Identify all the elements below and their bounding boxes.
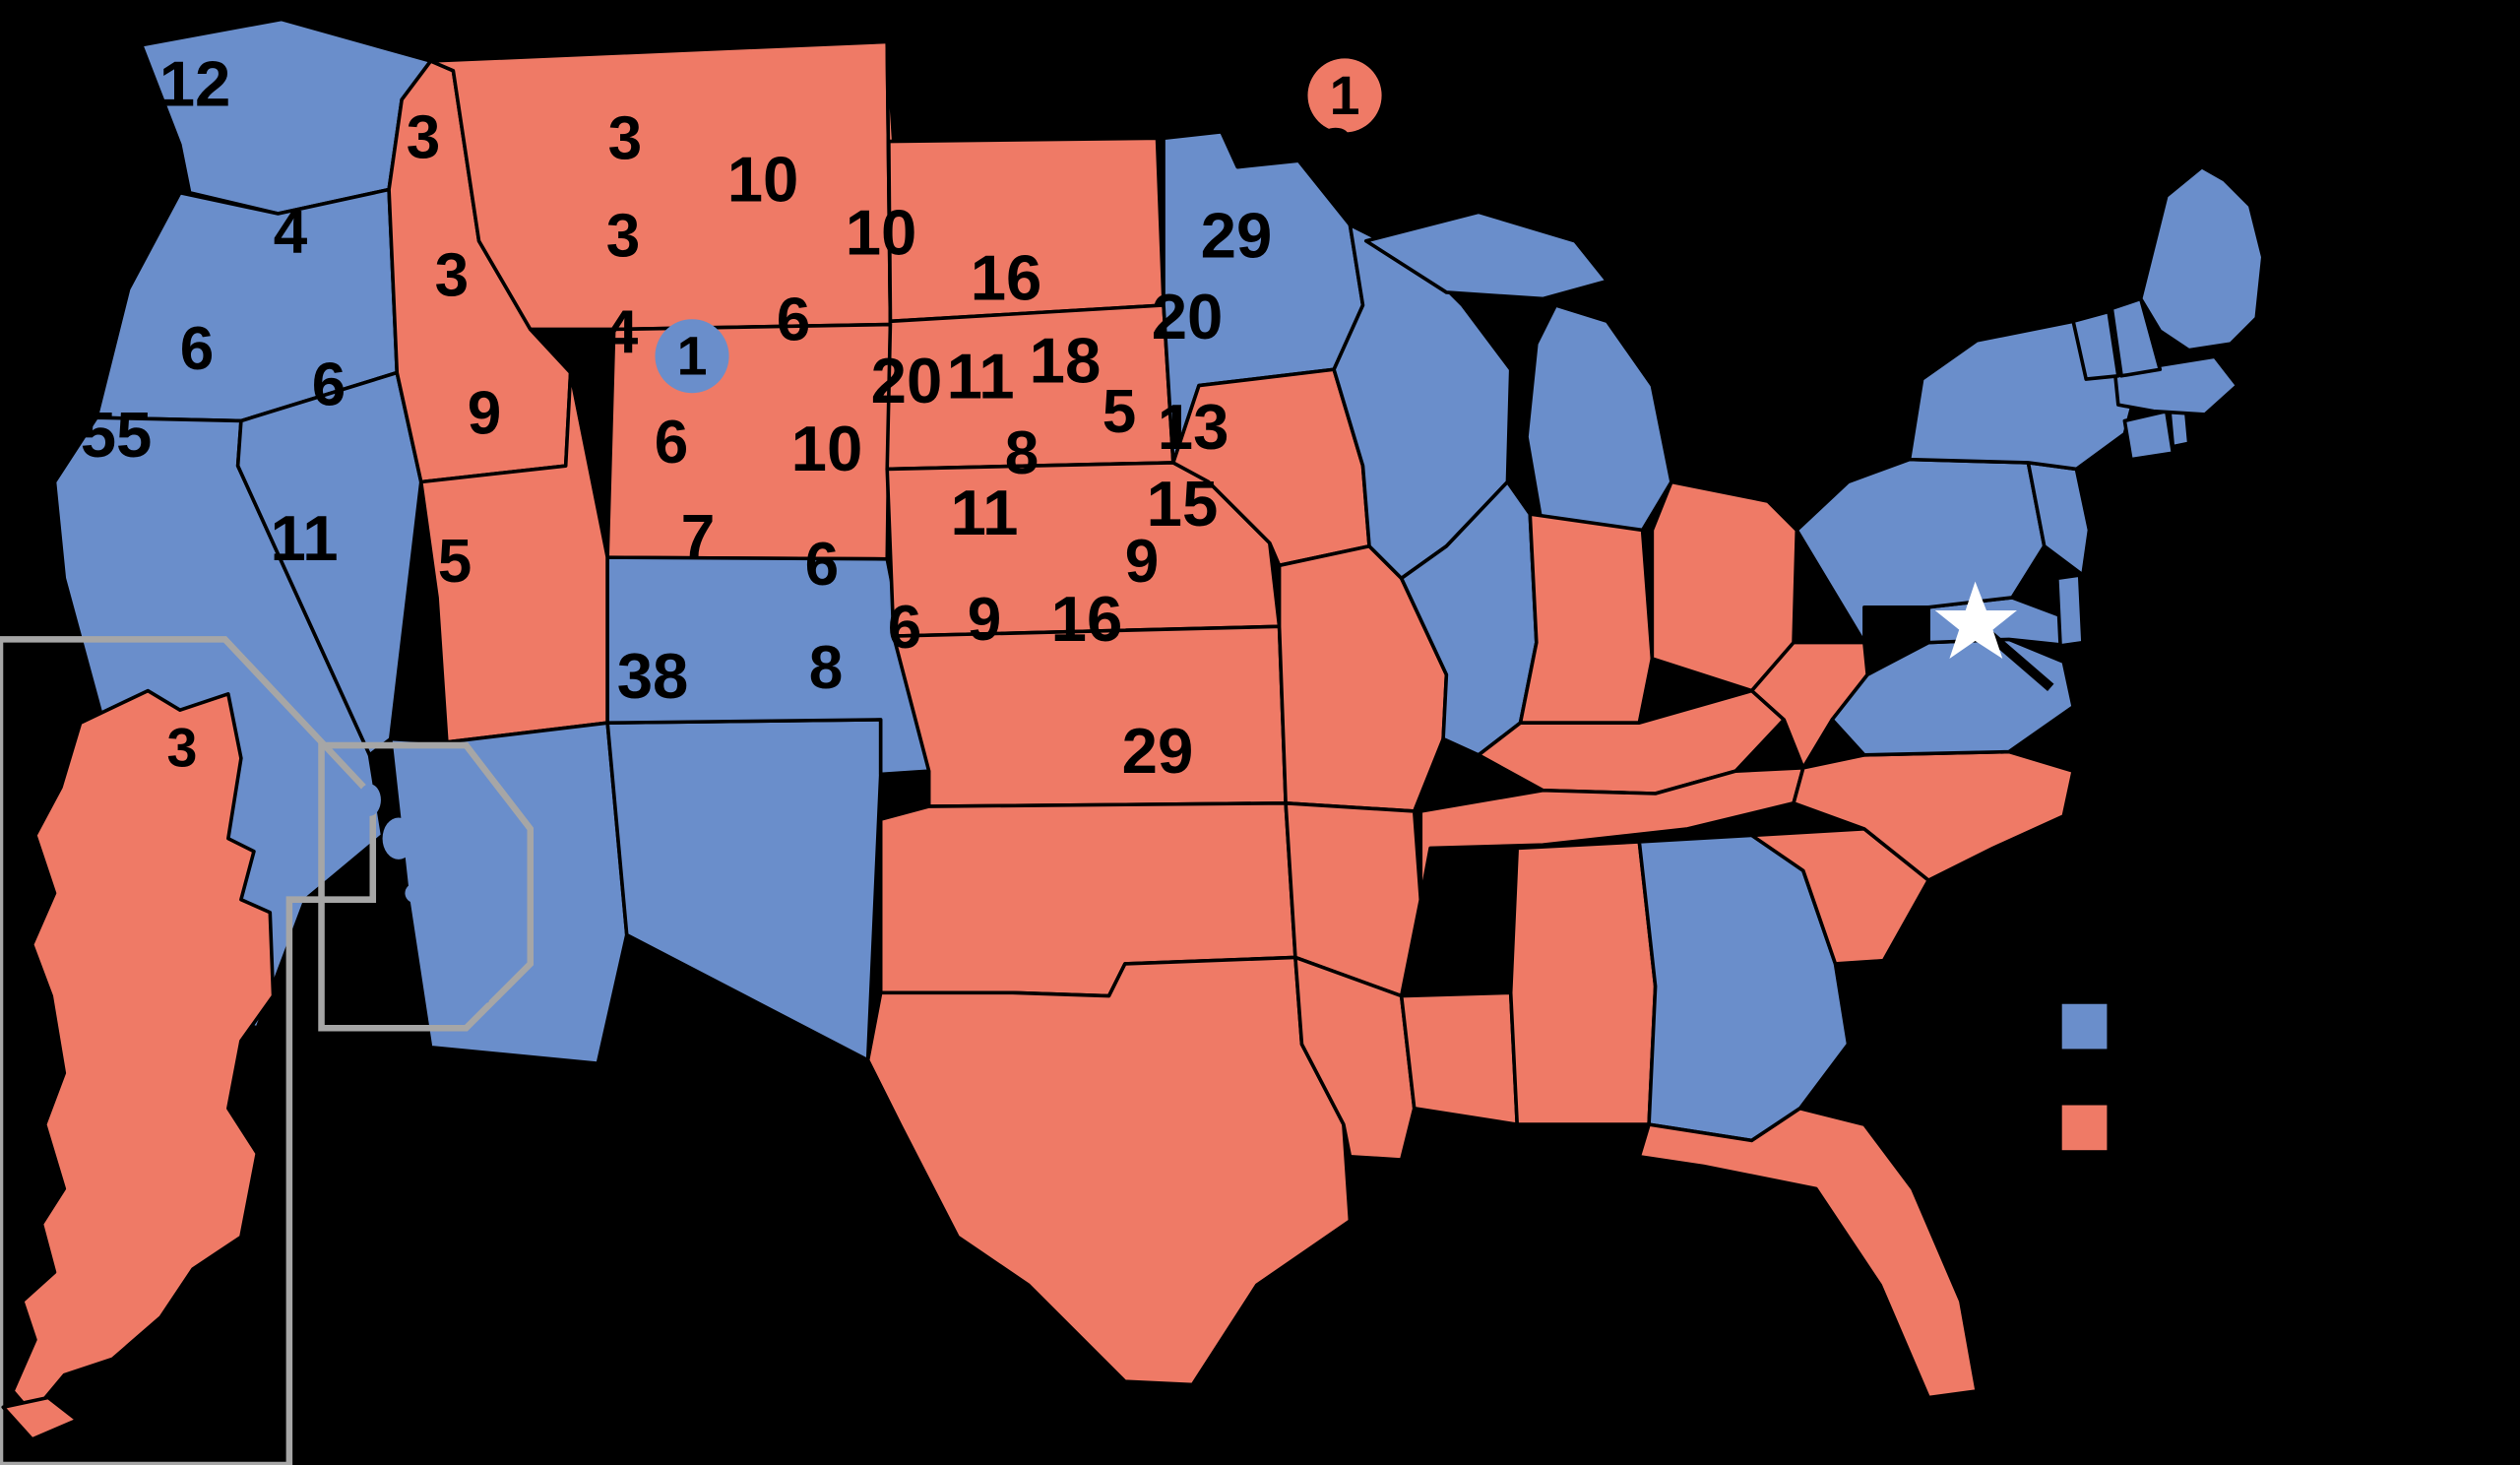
state-votes-UT: 6 bbox=[312, 350, 346, 418]
state-votes-NC: 15 bbox=[1147, 468, 1219, 540]
maine-second-district[interactable] bbox=[1307, 58, 1382, 133]
state-votes-AZ: 11 bbox=[271, 502, 339, 574]
state-NC[interactable] bbox=[1792, 749, 2075, 882]
state-votes-ID: 4 bbox=[274, 198, 308, 266]
state-votes-TX: 38 bbox=[617, 640, 689, 712]
state-votes-NV: 6 bbox=[180, 315, 215, 383]
state-AL[interactable] bbox=[1508, 840, 1658, 1126]
state-votes-KS: 6 bbox=[655, 409, 689, 477]
state-votes-MN: 10 bbox=[727, 143, 799, 215]
state-votes-LA: 8 bbox=[809, 634, 844, 702]
maine-second-district-votes: 1 bbox=[1330, 65, 1360, 126]
nebraska-second-district-votes: 1 bbox=[677, 326, 708, 387]
state-ME[interactable] bbox=[2138, 164, 2265, 352]
state-IN[interactable] bbox=[1518, 512, 1655, 726]
state-votes-CA: 55 bbox=[81, 399, 153, 471]
republican-swatch[interactable] bbox=[2061, 1105, 2108, 1151]
state-votes-IA: 6 bbox=[777, 286, 811, 353]
state-votes-MI: 16 bbox=[971, 241, 1042, 313]
state-NM[interactable] bbox=[605, 718, 883, 1062]
state-votes-IL: 20 bbox=[871, 345, 943, 416]
state-votes-WI: 10 bbox=[846, 196, 917, 268]
state-PA[interactable] bbox=[1795, 457, 2047, 645]
alaska-aleutian-chain bbox=[1, 1395, 80, 1441]
state-votes-VA: 13 bbox=[1158, 391, 1229, 463]
legend bbox=[2061, 1003, 2108, 1151]
democrat-swatch[interactable] bbox=[2061, 1003, 2108, 1050]
state-votes-WY: 3 bbox=[435, 241, 470, 309]
nebraska-second-district[interactable] bbox=[655, 319, 729, 394]
state-votes-CO: 9 bbox=[468, 379, 502, 447]
state-AK[interactable] bbox=[11, 688, 276, 1416]
state-votes-IN: 11 bbox=[947, 340, 1015, 412]
state-votes-SC: 9 bbox=[1125, 528, 1160, 596]
state-votes-WV: 5 bbox=[1102, 378, 1137, 446]
state-votes-AL: 9 bbox=[968, 586, 1002, 654]
state-votes-OH: 18 bbox=[1030, 324, 1102, 396]
state-votes-TN: 11 bbox=[950, 477, 1018, 548]
state-MI-upper bbox=[1363, 210, 1609, 301]
state-votes-AK: 3 bbox=[167, 718, 198, 779]
state-NH[interactable] bbox=[2110, 296, 2163, 378]
state-votes-OK: 7 bbox=[681, 503, 716, 571]
states-layer bbox=[52, 17, 2265, 1400]
alaska-inset-border bbox=[0, 636, 377, 1465]
state-votes-PA: 20 bbox=[1152, 281, 1224, 352]
state-votes-KY: 8 bbox=[1005, 419, 1040, 487]
state-MI[interactable] bbox=[1525, 303, 1673, 533]
state-FL[interactable] bbox=[1637, 1106, 1979, 1400]
state-DE[interactable] bbox=[2055, 573, 2085, 648]
state-VT[interactable] bbox=[2071, 309, 2120, 381]
state-votes-ND: 3 bbox=[608, 104, 643, 172]
state-votes-NM: 5 bbox=[438, 528, 472, 596]
state-votes-NY: 29 bbox=[1201, 199, 1273, 271]
state-AR[interactable] bbox=[1284, 800, 1423, 998]
state-votes-NE: 4 bbox=[604, 298, 639, 366]
state-votes-GA: 16 bbox=[1051, 583, 1123, 655]
hawaii-inset bbox=[318, 741, 535, 1032]
state-votes-ME: 3 bbox=[1319, 116, 1354, 184]
state-VA[interactable] bbox=[1830, 637, 2075, 757]
state-votes-AR: 6 bbox=[805, 531, 840, 599]
state-votes-SD: 3 bbox=[606, 202, 641, 270]
state-AZ[interactable] bbox=[388, 721, 629, 1065]
state-OH[interactable] bbox=[1650, 479, 1799, 693]
state-MS[interactable] bbox=[1399, 990, 1520, 1126]
district-of-columbia-marker[interactable] bbox=[1934, 581, 2054, 692]
state-votes-WA: 12 bbox=[159, 48, 231, 120]
state-TX[interactable] bbox=[865, 955, 1353, 1387]
state-votes-MT: 3 bbox=[407, 104, 441, 172]
state-votes-MO: 10 bbox=[791, 413, 863, 484]
state-votes-OR: 7 bbox=[131, 155, 165, 223]
state-CO[interactable] bbox=[605, 555, 931, 777]
state-CT[interactable] bbox=[2122, 409, 2175, 462]
state-votes-FL: 29 bbox=[1122, 715, 1194, 787]
alaska-inset bbox=[0, 636, 377, 1465]
split-district-layer: 11 bbox=[655, 58, 1382, 394]
hawaii-inset-border bbox=[318, 741, 535, 1032]
state-votes-MS: 6 bbox=[888, 594, 922, 662]
state-HI[interactable] bbox=[337, 784, 499, 1009]
